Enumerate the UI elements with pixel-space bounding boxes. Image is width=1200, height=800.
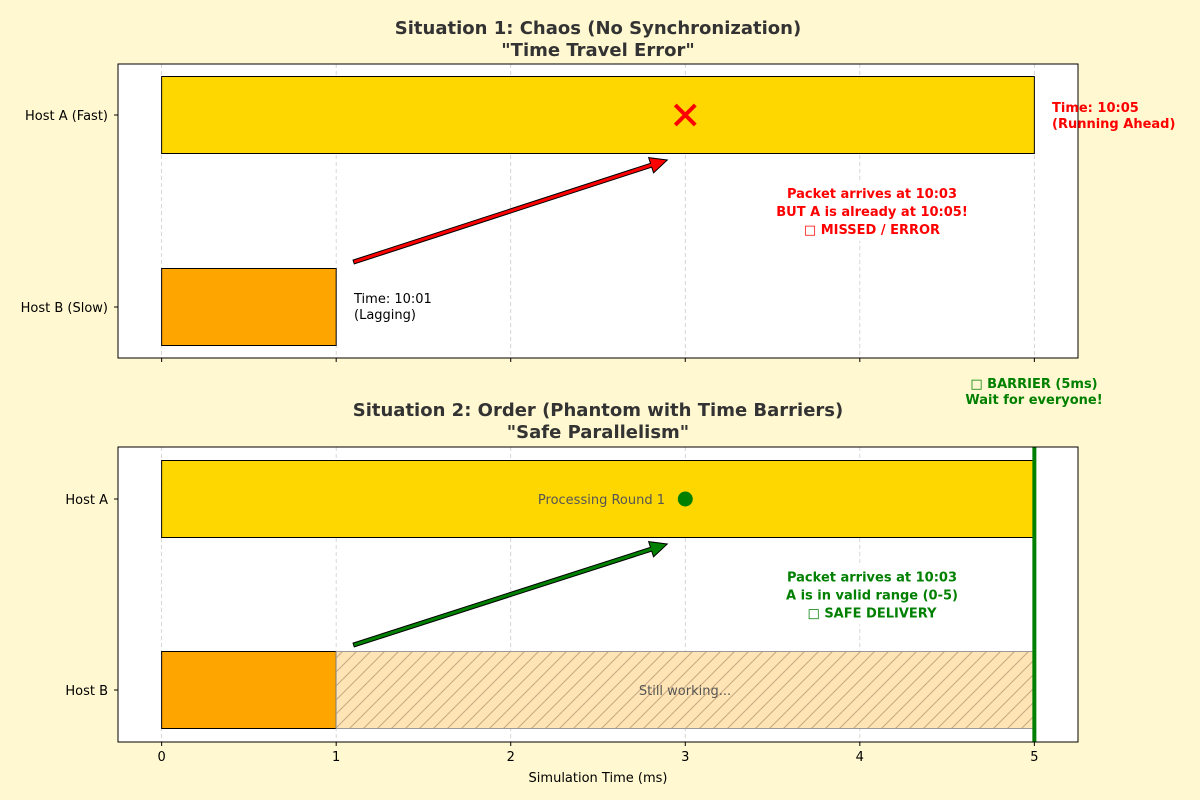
packet-annotation: A is in valid range (0-5) bbox=[786, 589, 958, 604]
x-tick-label: 0 bbox=[157, 750, 165, 765]
y-tick-label: Host A bbox=[65, 493, 108, 508]
packet-annotation-box bbox=[760, 181, 984, 241]
chart-title: Situation 1: Chaos (No Synchronization) bbox=[395, 18, 801, 39]
bar bbox=[161, 268, 337, 346]
chart-title: "Time Travel Error" bbox=[501, 40, 694, 61]
x-tick-label: 2 bbox=[507, 750, 515, 765]
x-tick-label: 5 bbox=[1030, 750, 1038, 765]
packet-arrow bbox=[352, 540, 669, 648]
host-a-annotation: Time: 10:05 bbox=[1052, 101, 1139, 116]
bar-label: Processing Round 1 bbox=[538, 493, 665, 508]
x-tick-label: 3 bbox=[681, 750, 689, 765]
bar-label: Still working... bbox=[639, 684, 731, 699]
host-b-annotation: Time: 10:01 bbox=[353, 292, 432, 307]
axes-frame bbox=[117, 63, 1079, 359]
panel-2: 0 1 2 3 4 5 Processing Round 1 Still working...… bbox=[65, 377, 1102, 786]
packet-annotation: □ MISSED / ERROR bbox=[804, 223, 940, 238]
host-a-annotation: (Running Ahead) bbox=[1052, 117, 1175, 132]
y-tick-label: Host B bbox=[65, 684, 108, 699]
packet-annotation: □ SAFE DELIVERY bbox=[808, 607, 938, 622]
panel-1: Host A (Fast) Host B (Slow) Situation 1: C… bbox=[21, 18, 1175, 362]
y-tick-label: Host B (Slow) bbox=[21, 301, 108, 316]
y-tick-label: Host A (Fast) bbox=[25, 109, 108, 124]
x-axis-label: Simulation Time (ms) bbox=[529, 771, 668, 786]
x-tick-label: 1 bbox=[332, 750, 340, 765]
chart-title: Situation 2: Order (Phantom with Time Ba… bbox=[353, 400, 844, 421]
error-x-marker bbox=[673, 103, 697, 127]
packet-arrow bbox=[352, 157, 669, 265]
barrier-label: Wait for everyone! bbox=[965, 393, 1102, 408]
host-b-annotation: (Lagging) bbox=[354, 308, 416, 323]
bar bbox=[161, 651, 337, 729]
bar bbox=[161, 460, 1035, 538]
bar bbox=[161, 76, 1035, 154]
packet-annotation: Packet arrives at 10:03 bbox=[787, 571, 957, 586]
chart-title: "Safe Parallelism" bbox=[507, 422, 689, 443]
barrier-label: □ BARRIER (5ms) bbox=[970, 377, 1097, 392]
bar bbox=[335, 651, 1035, 729]
packet-annotation-box bbox=[760, 564, 984, 625]
x-tick-label: 4 bbox=[856, 750, 864, 765]
packet-annotation: Packet arrives at 10:03 bbox=[787, 187, 957, 202]
packet-annotation: BUT A is already at 10:05! bbox=[776, 205, 968, 220]
success-dot-marker bbox=[677, 491, 693, 507]
axes-frame bbox=[117, 446, 1079, 743]
